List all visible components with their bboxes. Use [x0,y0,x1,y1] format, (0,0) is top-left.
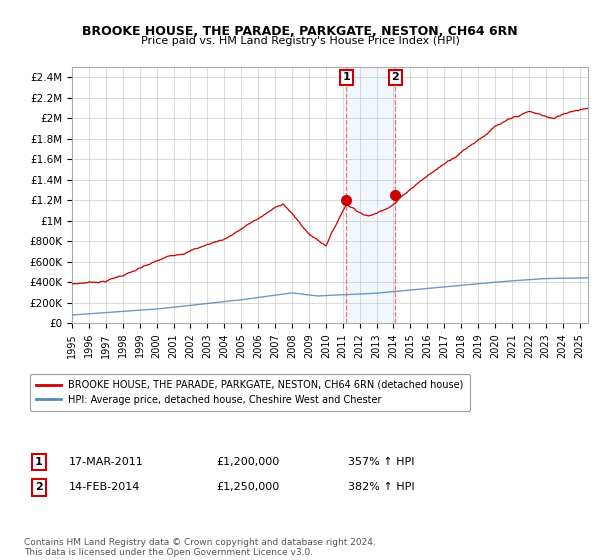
Text: 14-FEB-2014: 14-FEB-2014 [69,482,140,492]
Text: £1,250,000: £1,250,000 [216,482,279,492]
Text: 357% ↑ HPI: 357% ↑ HPI [348,457,415,467]
Bar [346,67,395,323]
Text: 1: 1 [35,457,43,467]
Text: Price paid vs. HM Land Registry's House Price Index (HPI): Price paid vs. HM Land Registry's House … [140,36,460,46]
Text: BROOKE HOUSE, THE PARADE, PARKGATE, NESTON, CH64 6RN: BROOKE HOUSE, THE PARADE, PARKGATE, NEST… [82,25,518,38]
Text: £1,200,000: £1,200,000 [216,457,279,467]
Text: 382% ↑ HPI: 382% ↑ HPI [348,482,415,492]
Text: 1: 1 [343,72,350,82]
Text: 17-MAR-2011: 17-MAR-2011 [69,457,144,467]
Text: Contains HM Land Registry data © Crown copyright and database right 2024.
This d: Contains HM Land Registry data © Crown c… [24,538,376,557]
Text: 2: 2 [392,72,400,82]
Legend: BROOKE HOUSE, THE PARADE, PARKGATE, NESTON, CH64 6RN (detached house), HPI: Aver: BROOKE HOUSE, THE PARADE, PARKGATE, NEST… [31,374,470,410]
Text: 2: 2 [35,482,43,492]
